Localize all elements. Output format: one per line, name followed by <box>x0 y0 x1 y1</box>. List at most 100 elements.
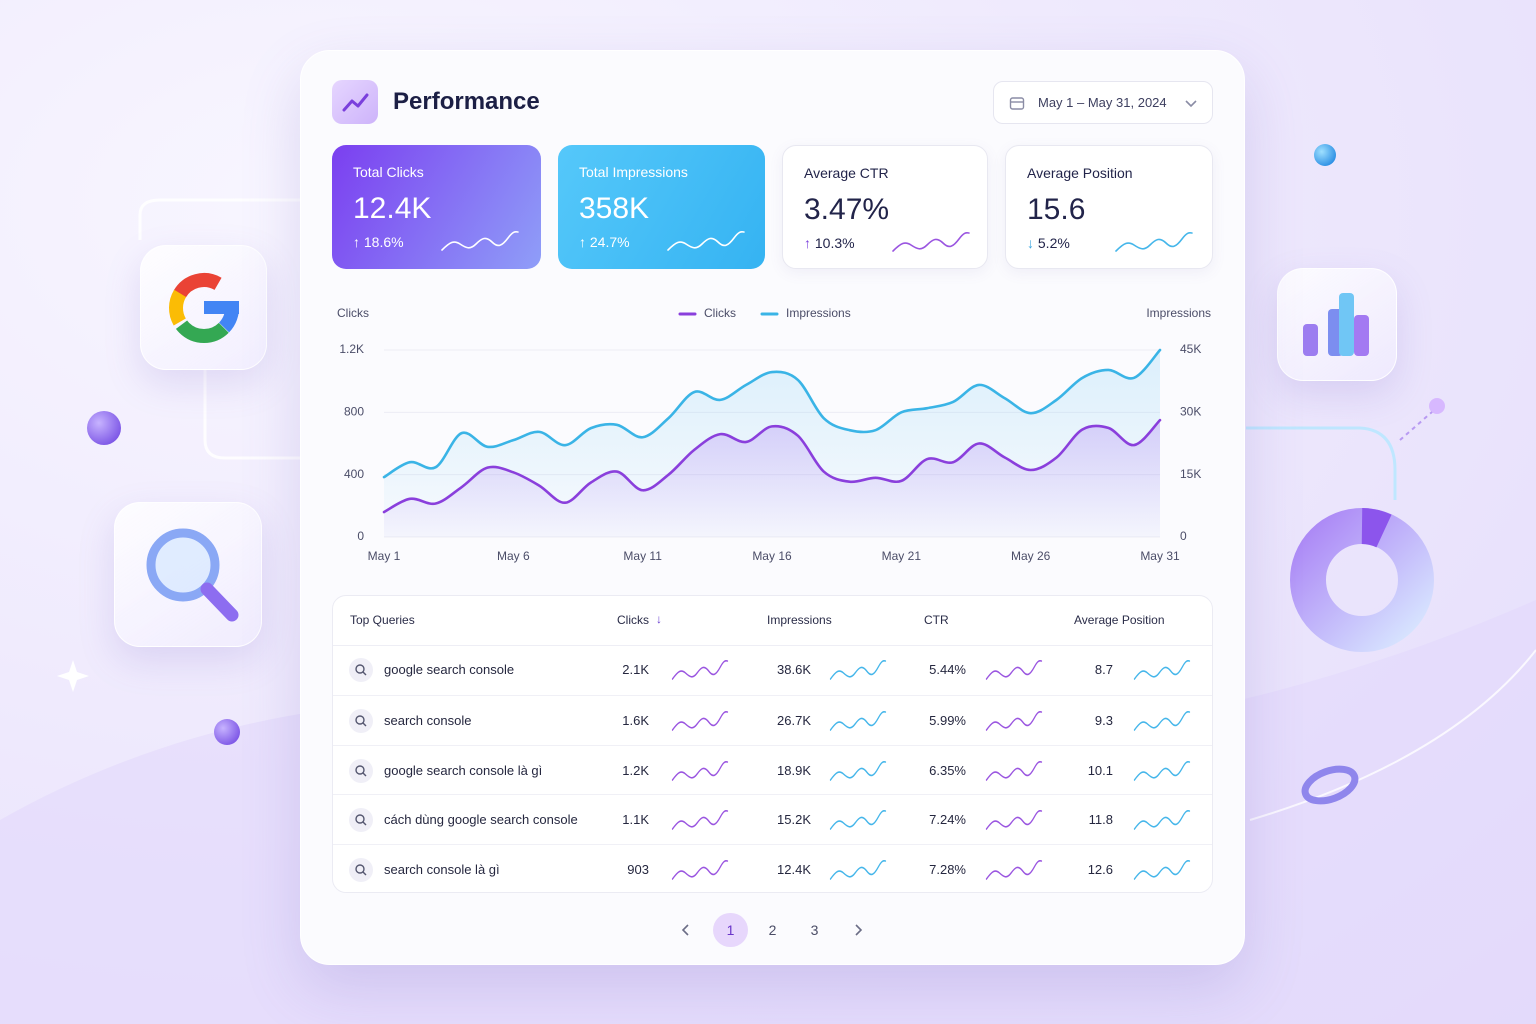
table-row[interactable]: google search console là gì 1.2K 18.9K 6.35… <box>333 744 1212 795</box>
sparkline-path <box>829 860 887 880</box>
kpi-label: Total Impressions <box>579 164 688 180</box>
logo <box>332 80 378 124</box>
chevron-down <box>1185 100 1197 108</box>
row-sparkline <box>985 710 1043 731</box>
y-tick-label: 0 <box>357 529 364 543</box>
series-line <box>382 418 1162 514</box>
ring-small <box>1301 765 1359 805</box>
y-tick-label: 800 <box>344 405 364 419</box>
column-header[interactable]: Impressions <box>767 613 832 627</box>
row-sparkline <box>1133 860 1191 880</box>
column-header[interactable]: CTR <box>924 613 949 627</box>
sparkline-path <box>667 230 745 251</box>
sphere <box>1429 398 1445 414</box>
row-sparkline <box>829 710 887 731</box>
sparkline-path <box>671 710 729 731</box>
row-sparkline <box>985 760 1043 781</box>
metric-value: 2.1K <box>622 662 649 677</box>
page-button[interactable]: 1 <box>713 913 748 947</box>
row-sparkline <box>829 860 887 880</box>
sparkline-path <box>1133 760 1191 781</box>
google-logo <box>169 273 239 343</box>
y-axis-title: Clicks <box>337 306 369 320</box>
table-row[interactable]: search console 1.6K 26.7K 5.99% 9.3 <box>333 694 1212 745</box>
metric-value: 5.44% <box>929 662 966 677</box>
sparkline-path <box>1133 710 1191 731</box>
date-picker[interactable]: May 1 – May 31, 2024 <box>993 81 1213 124</box>
icon-bg <box>349 658 373 682</box>
row-sparkline <box>671 760 729 781</box>
kpi-value: 15.6 <box>1027 193 1086 226</box>
column-header[interactable]: Clicks <box>617 613 649 627</box>
icon-lens <box>355 814 365 825</box>
bars-tile <box>1277 268 1397 381</box>
legend-label: Impressions <box>786 306 851 320</box>
x-tick-label: May 1 <box>368 549 401 563</box>
arrow-up: ↑ <box>353 234 364 250</box>
trend-icon <box>342 93 369 112</box>
next-page[interactable] <box>850 922 866 938</box>
kpi-change-value: 5.2% <box>1037 235 1070 251</box>
row-sparkline <box>671 860 729 880</box>
query-text: search console <box>384 712 472 728</box>
sparkline-path <box>829 760 887 781</box>
sparkline-path <box>1133 810 1191 831</box>
sparkline-path <box>985 659 1043 680</box>
metric-value: 1.6K <box>622 712 649 728</box>
sparkline-path <box>985 810 1043 831</box>
icon-handle <box>362 671 367 676</box>
sparkline-path <box>829 810 887 831</box>
sparkline-path <box>1133 659 1191 680</box>
trend-line <box>342 93 369 112</box>
icon-bg <box>349 708 373 733</box>
icon-bar <box>1339 293 1354 356</box>
page-button[interactable]: 2 <box>768 922 777 938</box>
y2-tick-label: 45K <box>1180 342 1201 356</box>
chevron <box>855 924 863 936</box>
metric-value: 15.2K <box>777 812 811 828</box>
metric-value: 1.2K <box>622 762 649 778</box>
x-tick-label: May 26 <box>1011 549 1051 563</box>
table-row[interactable]: search console là gì 903 12.4K 7.28% 12.6 <box>333 844 1212 894</box>
table-row[interactable]: google search console 2.1K 38.6K 5.44% 8.7 <box>333 645 1212 695</box>
search-icon <box>349 708 373 733</box>
search-icon <box>349 658 373 682</box>
row-sparkline <box>671 810 729 831</box>
column-header[interactable]: Average Position <box>1074 613 1165 627</box>
sphere <box>1314 144 1336 166</box>
kpi-value: 358K <box>579 192 650 225</box>
icon-bar <box>1354 315 1369 356</box>
sparkline <box>892 231 970 252</box>
header-divider <box>333 645 1212 646</box>
sparkline <box>667 230 745 251</box>
prev-page[interactable] <box>678 922 694 938</box>
row-sparkline <box>829 659 887 680</box>
row-sparkline <box>1133 659 1191 680</box>
chevron <box>681 924 689 936</box>
connector <box>1246 426 1397 500</box>
page-button[interactable]: 3 <box>810 922 819 938</box>
row-sparkline <box>1133 710 1191 731</box>
query-text: search console là gì <box>384 862 500 878</box>
kpi-change-value: 24.7% <box>589 234 630 250</box>
row-sparkline <box>985 860 1043 880</box>
metric-value: 1.1K <box>622 812 649 828</box>
table-row[interactable]: cách dùng google search console 1.1K 15.2K… <box>333 794 1212 844</box>
kpi-card: Total Clicks 12.4K ↑ 18.6% <box>332 145 541 269</box>
query-text: google search console là gì <box>384 762 543 778</box>
y2-tick-label: 0 <box>1180 529 1187 543</box>
search-icon <box>349 758 373 783</box>
sparkle <box>57 660 89 692</box>
row-sparkline <box>671 659 729 680</box>
google-tile <box>140 245 267 370</box>
metric-value: 7.28% <box>929 862 966 878</box>
metric-value: 18.9K <box>777 762 811 778</box>
y2-tick-label: 30K <box>1180 405 1201 419</box>
kpi-label: Average CTR <box>804 165 889 181</box>
x-tick-label: May 16 <box>752 549 792 563</box>
page-title: Performance <box>393 88 540 115</box>
queries-table: Top Queries Clicks Impressions CTR Average P… <box>332 595 1213 893</box>
column-header[interactable]: Top Queries <box>350 613 415 627</box>
